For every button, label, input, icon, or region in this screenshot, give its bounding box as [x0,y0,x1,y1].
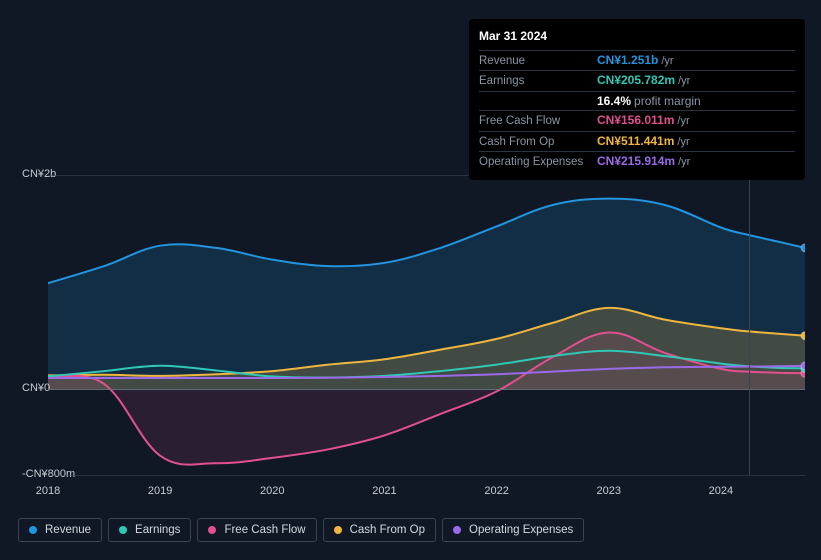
legend-label: Revenue [45,524,91,536]
cfo-dot-icon [334,526,342,534]
tooltip-label: Earnings [479,73,597,89]
y-axis-label: CN¥2b [22,168,56,180]
tooltip-unit: /yr [677,135,689,150]
x-axis: 2018 2019 2020 2021 2022 2023 2024 [0,485,821,505]
tooltip-unit: /yr [678,155,690,170]
chart-area: CN¥2b CN¥0 -CN¥800m [0,155,821,479]
legend-label: Earnings [135,524,180,536]
tooltip-row: RevenueCN¥1.251b/yr [479,50,795,70]
tooltip-profit-margin-pct: 16.4% [597,93,631,110]
crosshair-line [749,175,750,475]
legend-item-cfo[interactable]: Cash From Op [323,518,436,542]
tooltip-unit: /yr [677,114,689,129]
gridline [48,389,805,390]
tooltip-row: EarningsCN¥205.782m/yr [479,70,795,90]
legend-item-earnings[interactable]: Earnings [108,518,191,542]
earnings-dot-icon [119,526,127,534]
legend-label: Operating Expenses [469,524,573,536]
tooltip-label: Free Cash Flow [479,113,597,129]
chart-tooltip: Mar 31 2024 RevenueCN¥1.251b/yrEarningsC… [469,19,805,180]
tooltip-row: Free Cash FlowCN¥156.011m/yr [479,110,795,130]
tooltip-unit: /yr [678,74,690,89]
x-axis-label: 2022 [484,485,508,497]
tooltip-row: Cash From OpCN¥511.441m/yr [479,131,795,151]
x-axis-label: 2023 [596,485,620,497]
tooltip-label: Revenue [479,53,597,69]
x-axis-label: 2019 [148,485,172,497]
tooltip-label: Cash From Op [479,134,597,150]
legend-label: Free Cash Flow [224,524,305,536]
fcf-dot-icon [208,526,216,534]
tooltip-value: CN¥156.011m [597,112,674,129]
tooltip-value: CN¥205.782m [597,72,675,89]
revenue-dot-icon [29,526,37,534]
tooltip-row: Operating ExpensesCN¥215.914m/yr [479,151,795,171]
tooltip-date: Mar 31 2024 [479,25,795,50]
x-axis-label: 2024 [709,485,733,497]
legend-item-fcf[interactable]: Free Cash Flow [197,518,316,542]
legend-label: Cash From Op [350,524,425,536]
tooltip-unit: /yr [661,54,673,69]
x-axis-label: 2018 [36,485,60,497]
cfo-end-marker [801,332,805,340]
tooltip-value: CN¥1.251b [597,52,658,69]
tooltip-value: CN¥511.441m [597,133,674,150]
y-axis-label: -CN¥800m [22,468,75,480]
opex-end-marker [801,362,805,370]
legend: Revenue Earnings Free Cash Flow Cash From O… [18,518,584,542]
gridline [48,475,805,476]
tooltip-profit-margin-text: profit margin [634,93,701,110]
tooltip-row: 16.4%profit margin [479,91,795,111]
y-axis-label: CN¥0 [22,382,50,394]
x-axis-label: 2020 [260,485,284,497]
tooltip-value: CN¥215.914m [597,153,675,170]
revenue-end-marker [801,244,805,252]
legend-item-opex[interactable]: Operating Expenses [442,518,584,542]
plot-svg [48,175,805,475]
tooltip-label: Operating Expenses [479,154,597,170]
x-axis-label: 2021 [372,485,396,497]
legend-item-revenue[interactable]: Revenue [18,518,102,542]
opex-dot-icon [453,526,461,534]
